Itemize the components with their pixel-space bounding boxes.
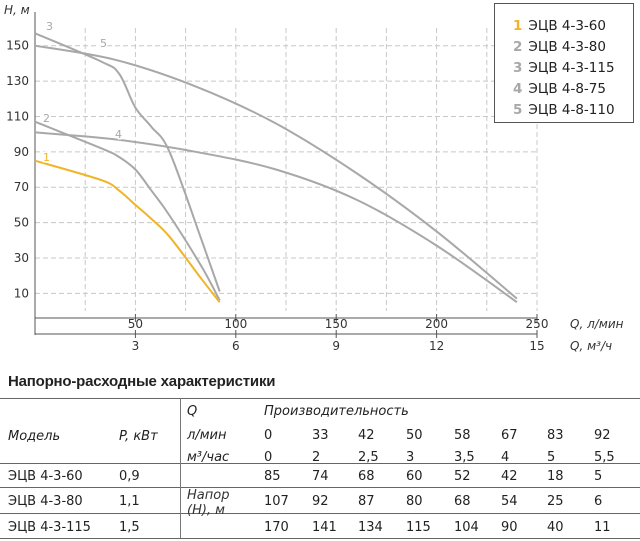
legend-item-2: 2 ЭЦВ 4-3-80 xyxy=(513,39,606,55)
col-model-header: Модель xyxy=(8,429,61,444)
m3h-value: 0 xyxy=(264,450,273,465)
row-head-value: 42 xyxy=(501,469,518,484)
head-label: Напор (H), м xyxy=(187,488,230,518)
table-row-border xyxy=(0,538,640,539)
series-line-1 xyxy=(34,159,221,303)
x-tick-label-m3h: 12 xyxy=(429,339,444,353)
x-tick-label-m3h: 6 xyxy=(232,339,240,353)
legend: 1 ЭЦВ 4-3-60 2 ЭЦВ 4-3-80 3 ЭЦВ 4-3-115 4 ЭЦ… xyxy=(494,3,634,123)
unit-m3h-label: м³/час xyxy=(187,450,230,465)
row-head-value: 68 xyxy=(454,494,471,509)
y-tick-label: 110 xyxy=(6,109,29,123)
row-power: 1,5 xyxy=(119,520,140,535)
m3h-value: 4 xyxy=(501,450,510,465)
x-axis-label-m3h: Q, м³/ч xyxy=(570,339,612,353)
table-row-border xyxy=(0,487,640,488)
row-head-value: 74 xyxy=(312,469,329,484)
m3h-value: 2,5 xyxy=(358,450,379,465)
series-line-3 xyxy=(34,32,221,292)
unit-lpm-label: л/мин xyxy=(187,428,227,443)
x-tick-label-lpm: 50 xyxy=(128,317,143,331)
row-power: 1,1 xyxy=(119,494,140,509)
x-tick-label-m3h: 9 xyxy=(332,339,340,353)
row-head-value: 115 xyxy=(406,520,431,535)
lpm-value: 92 xyxy=(594,428,611,443)
m3h-value: 5,5 xyxy=(594,450,615,465)
lpm-value: 83 xyxy=(547,428,564,443)
table-row-border xyxy=(0,513,640,514)
m3h-value: 5 xyxy=(547,450,556,465)
legend-item-4: 4 ЭЦВ 4-8-75 xyxy=(513,81,606,97)
y-tick-label: 30 xyxy=(14,251,29,265)
row-model: ЭЦВ 4-3-80 xyxy=(8,494,83,509)
row-head-value: 87 xyxy=(358,494,375,509)
lpm-value: 58 xyxy=(454,428,471,443)
row-head-value: 85 xyxy=(264,469,281,484)
col-power-header: P, кВт xyxy=(119,429,158,444)
x-tick-label-lpm: 150 xyxy=(325,317,348,331)
series-label-5: 5 xyxy=(100,37,107,50)
legend-item-5: 5 ЭЦВ 4-8-110 xyxy=(513,102,615,118)
m3h-value: 3 xyxy=(406,450,415,465)
lpm-value: 33 xyxy=(312,428,329,443)
m3h-value: 2 xyxy=(312,450,321,465)
x-tick-label-lpm: 200 xyxy=(425,317,448,331)
y-tick-label: 150 xyxy=(6,39,29,53)
series-label-1: 1 xyxy=(43,151,50,164)
series-line-2 xyxy=(34,120,221,301)
row-head-value: 11 xyxy=(594,520,611,535)
x-tick-label-m3h: 15 xyxy=(529,339,544,353)
row-head-value: 54 xyxy=(501,494,518,509)
x-tick-label-lpm: 100 xyxy=(224,317,247,331)
series-label-4: 4 xyxy=(115,128,122,141)
lpm-value: 0 xyxy=(264,428,273,443)
x-axis-label-lpm: Q, л/мин xyxy=(570,317,624,331)
y-tick-label: 10 xyxy=(14,286,29,300)
row-head-value: 18 xyxy=(547,469,564,484)
series-label-2: 2 xyxy=(43,112,50,125)
row-head-value: 104 xyxy=(454,520,479,535)
row-model: ЭЦВ 4-3-60 xyxy=(8,469,83,484)
m3h-value: 3,5 xyxy=(454,450,475,465)
row-head-value: 80 xyxy=(406,494,423,509)
table-header-border xyxy=(0,463,640,464)
table-top-border xyxy=(0,398,640,399)
table-divider xyxy=(180,398,181,538)
y-tick-label: 90 xyxy=(14,145,29,159)
legend-item-1: 1 ЭЦВ 4-3-60 xyxy=(513,18,606,34)
row-head-value: 68 xyxy=(358,469,375,484)
row-head-value: 107 xyxy=(264,494,289,509)
lpm-value: 42 xyxy=(358,428,375,443)
row-head-value: 40 xyxy=(547,520,564,535)
lpm-value: 67 xyxy=(501,428,518,443)
row-head-value: 90 xyxy=(501,520,518,535)
row-head-value: 60 xyxy=(406,469,423,484)
x-tick-label-m3h: 3 xyxy=(132,339,140,353)
row-head-value: 134 xyxy=(358,520,383,535)
section-title: Напорно-расходные характеристики xyxy=(8,373,276,390)
row-head-value: 6 xyxy=(594,494,603,509)
col-q-header: Q xyxy=(187,404,198,419)
x-tick-label-lpm: 250 xyxy=(526,317,549,331)
row-head-value: 170 xyxy=(264,520,289,535)
y-axis-label: H, м xyxy=(4,3,30,17)
legend-item-3: 3 ЭЦВ 4-3-115 xyxy=(513,60,615,76)
row-head-value: 141 xyxy=(312,520,337,535)
row-power: 0,9 xyxy=(119,469,140,484)
lpm-value: 50 xyxy=(406,428,423,443)
series-label-3: 3 xyxy=(46,20,53,33)
row-model: ЭЦВ 4-3-115 xyxy=(8,520,91,535)
pump-curve-chart: 10 30 50 70 90 110 130 150 H, м 50 100 150 200 250 Q, … xyxy=(4,3,624,353)
y-tick-label: 70 xyxy=(14,180,29,194)
y-tick-label: 50 xyxy=(14,216,29,230)
row-head-value: 52 xyxy=(454,469,471,484)
row-head-value: 5 xyxy=(594,469,603,484)
series-line-4 xyxy=(34,131,518,304)
row-head-value: 92 xyxy=(312,494,329,509)
col-prod-header: Производительность xyxy=(264,404,409,419)
performance-table: Q Производительность Модель P, кВт л/мин… xyxy=(0,398,640,541)
series-line-5 xyxy=(34,44,518,300)
row-head-value: 25 xyxy=(547,494,564,509)
y-tick-label: 130 xyxy=(6,74,29,88)
